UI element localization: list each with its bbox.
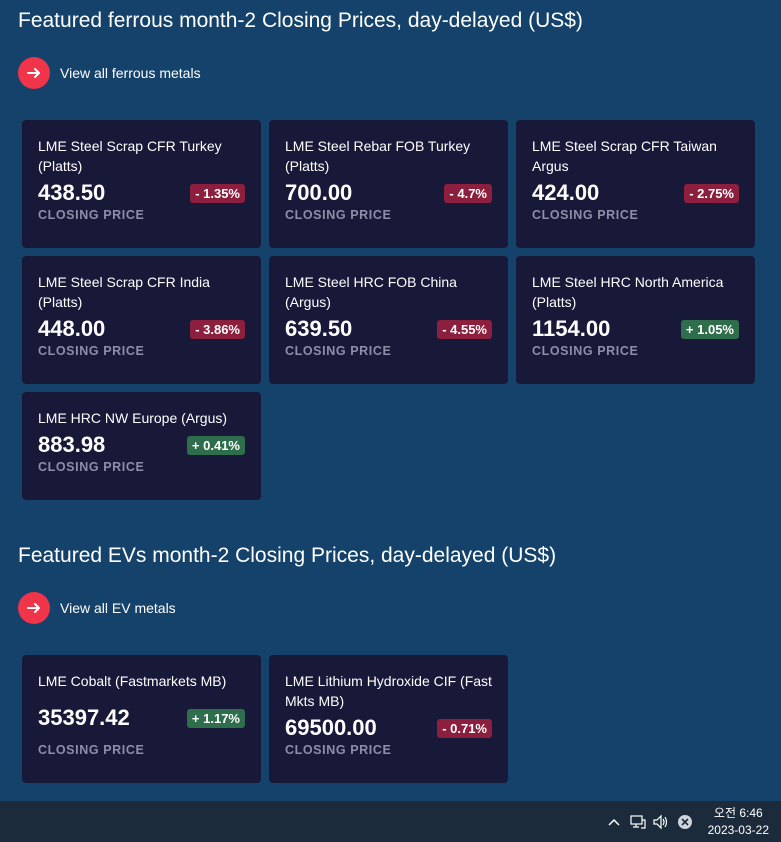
price-label: CLOSING PRICE	[532, 344, 639, 358]
change-badge: + 1.17%	[186, 708, 245, 728]
price-value: 35397.42	[38, 705, 130, 730]
card-title: LME Cobalt (Fastmarkets MB)	[38, 673, 227, 689]
arrow-right-icon	[18, 57, 50, 89]
price-card[interactable]: LME Steel Scrap CFR India (Platts) 448.0…	[22, 256, 261, 384]
network-icon[interactable]	[629, 813, 647, 831]
clock-date: 2023-03-22	[707, 823, 769, 837]
change-badge: - 4.55%	[437, 319, 492, 339]
price-value: 639.50	[285, 316, 353, 341]
card-title: LME Steel HRC North America (Platts)	[532, 274, 724, 310]
close-circle-icon[interactable]	[676, 813, 694, 831]
price-card[interactable]: LME Steel HRC North America (Platts) 115…	[516, 256, 755, 384]
price-label: CLOSING PRICE	[38, 460, 145, 474]
chevron-up-icon[interactable]	[605, 813, 623, 831]
price-label: CLOSING PRICE	[532, 208, 639, 222]
change-badge: + 1.05%	[680, 319, 739, 339]
price-value: 438.50	[38, 180, 106, 205]
card-title: LME Steel Scrap CFR Turkey (Platts)	[38, 138, 222, 174]
card-title: LME Lithium Hydroxide CIF (Fast Mkts MB)	[285, 673, 492, 709]
price-card[interactable]: LME Steel HRC FOB China (Argus) 639.50 - …	[269, 256, 508, 384]
price-card[interactable]: LME Lithium Hydroxide CIF (Fast Mkts MB)…	[269, 655, 508, 783]
change-badge: - 2.75%	[684, 183, 739, 203]
ferrous-card-grid: LME Steel Scrap CFR Turkey (Platts) 438.…	[22, 120, 755, 520]
change-badge: - 3.86%	[190, 319, 245, 339]
price-label: CLOSING PRICE	[38, 344, 145, 358]
price-card[interactable]: LME Steel Scrap CFR Turkey (Platts) 438.…	[22, 120, 261, 248]
card-title: LME Steel Scrap CFR India (Platts)	[38, 274, 210, 310]
ev-section-title: Featured EVs month-2 Closing Prices, day…	[18, 544, 557, 567]
view-all-ferrous-label: View all ferrous metals	[60, 65, 201, 81]
system-clock[interactable]: 오전 6:46 2023-03-22	[708, 805, 769, 839]
price-card[interactable]: LME Steel Rebar FOB Turkey (Platts) 700.…	[269, 120, 508, 248]
arrow-right-icon	[18, 592, 50, 624]
price-value: 1154.00	[532, 316, 611, 341]
price-value: 700.00	[285, 180, 353, 205]
price-label: CLOSING PRICE	[285, 743, 392, 757]
price-card[interactable]: LME Steel Scrap CFR Taiwan Argus 424.00 -…	[516, 120, 755, 248]
price-label: CLOSING PRICE	[285, 208, 392, 222]
ferrous-section-title: Featured ferrous month-2 Closing Prices,…	[18, 9, 583, 32]
view-all-ev-label: View all EV metals	[60, 600, 176, 616]
change-badge: - 0.71%	[437, 718, 492, 738]
price-label: CLOSING PRICE	[38, 208, 145, 222]
card-title: LME Steel HRC FOB China (Argus)	[285, 274, 457, 310]
price-card[interactable]: LME Cobalt (Fastmarkets MB) 35397.42 + 1.…	[22, 655, 261, 783]
view-all-ferrous-link[interactable]: View all ferrous metals	[18, 57, 201, 89]
card-title: LME HRC NW Europe (Argus)	[38, 410, 228, 426]
price-value: 424.00	[532, 180, 600, 205]
change-badge: - 4.7%	[444, 183, 492, 203]
price-value: 883.98	[38, 432, 106, 457]
clock-time: 오전 6:46	[713, 806, 763, 820]
price-label: CLOSING PRICE	[285, 344, 392, 358]
change-badge: + 0.41%	[186, 435, 245, 455]
price-value: 448.00	[38, 316, 106, 341]
taskbar: 오전 6:46 2023-03-22	[0, 801, 781, 842]
price-card[interactable]: LME HRC NW Europe (Argus) 883.98 + 0.41% …	[22, 392, 261, 500]
view-all-ev-link[interactable]: View all EV metals	[18, 592, 176, 624]
ev-card-grid: LME Cobalt (Fastmarkets MB) 35397.42 + 1.…	[22, 655, 755, 783]
volume-icon[interactable]	[652, 813, 670, 831]
change-badge: - 1.35%	[190, 183, 245, 203]
card-title: LME Steel Rebar FOB Turkey (Platts)	[285, 138, 471, 174]
price-label: CLOSING PRICE	[38, 743, 145, 757]
price-value: 69500.00	[285, 715, 377, 740]
card-title: LME Steel Scrap CFR Taiwan Argus	[532, 138, 717, 174]
